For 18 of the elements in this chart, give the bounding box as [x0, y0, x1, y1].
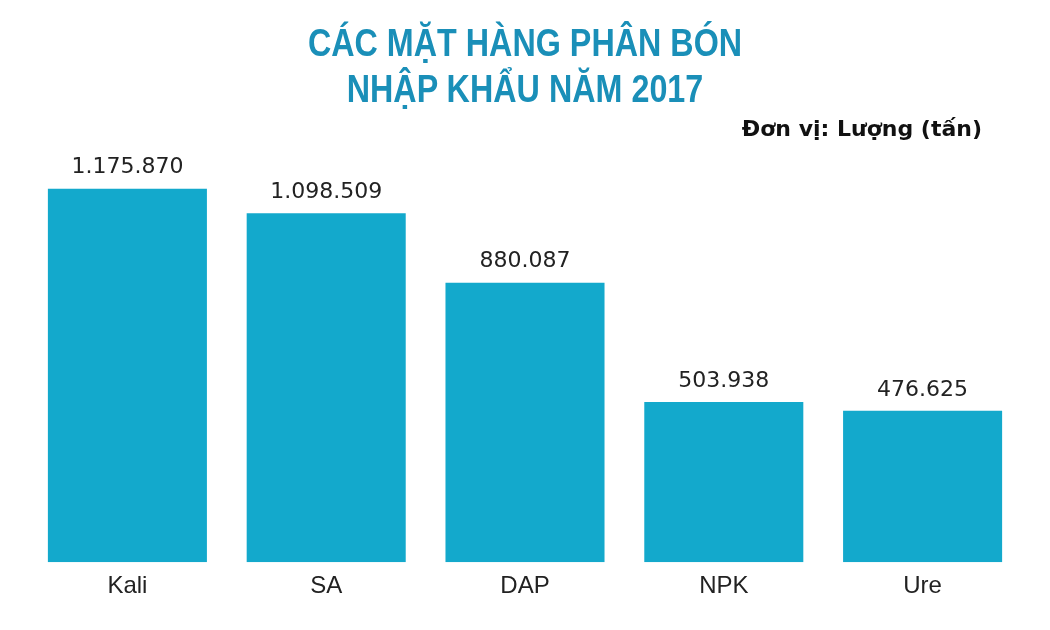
data-label: 476.625 [877, 375, 969, 401]
text: CÁC MẶT HÀNG PHÂN BÓN [307, 22, 743, 64]
data-label: 880.087 [479, 247, 571, 273]
data-label: 1.175.870 [71, 153, 184, 179]
bar [644, 402, 804, 563]
data-label: 503.938 [678, 366, 770, 392]
x-tick-label: Kali [107, 571, 148, 599]
bar [445, 282, 605, 563]
x-tick-label: SA [310, 571, 343, 599]
x-tick-label: Ure [903, 571, 942, 599]
chart-subtitle: Đơn vị: Lượng (tấn) [740, 116, 983, 141]
text: NHẬP KHẨU NĂM 2017 [346, 68, 704, 110]
x-tick-label: DAP [500, 571, 550, 599]
x-tick-label: NPK [699, 571, 749, 599]
data-label: 1.098.509 [270, 177, 383, 203]
bar [47, 188, 207, 563]
bar [246, 213, 406, 563]
bar [843, 410, 1003, 563]
